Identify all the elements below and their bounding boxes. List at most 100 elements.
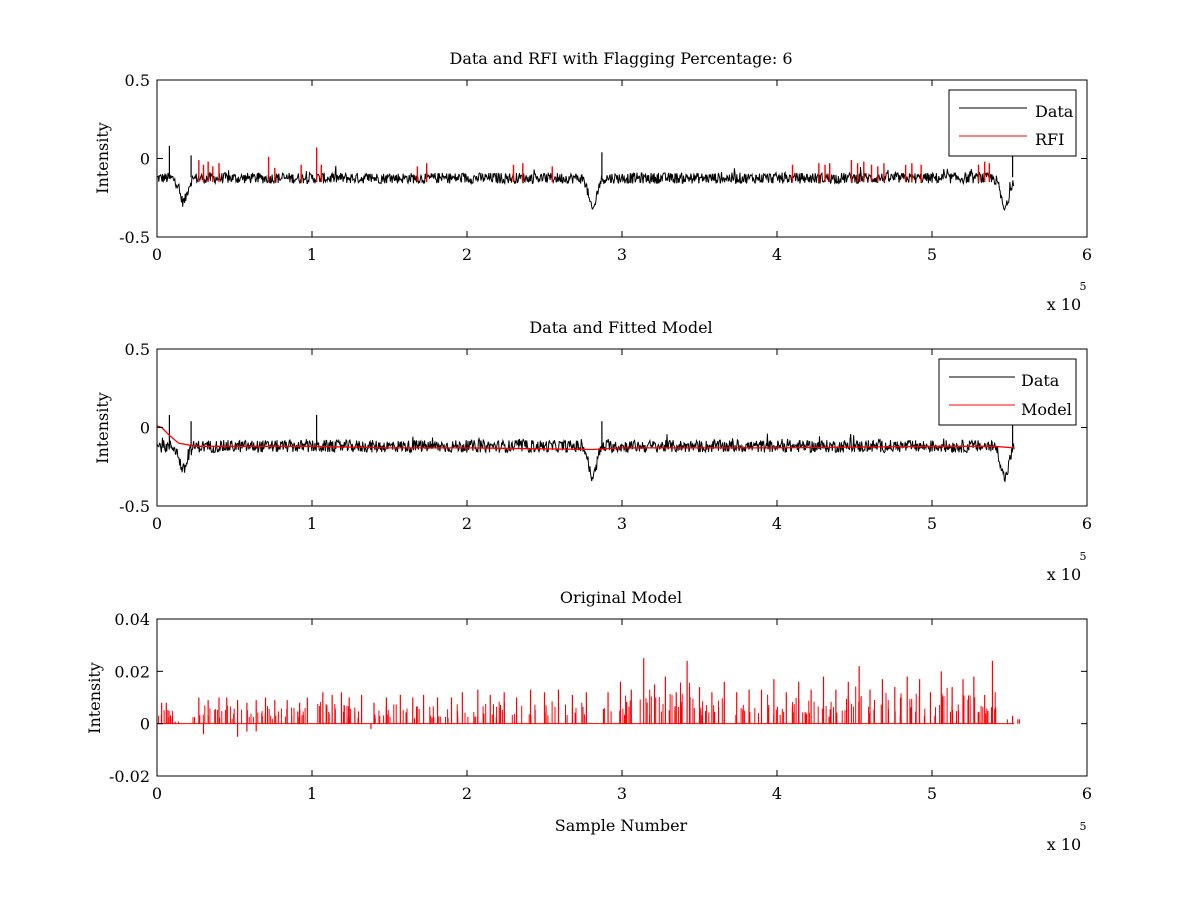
x-multiplier-label: x 10: [1047, 835, 1081, 854]
model-spike-cluster: [261, 706, 272, 724]
model-spike-cluster: [717, 698, 725, 724]
x-tick-label: 2: [462, 245, 472, 264]
model-spike-cluster: [354, 711, 359, 724]
x-tick-label: 3: [617, 514, 627, 533]
model-spike-cluster: [192, 705, 206, 724]
x-axis-label: Sample Number: [555, 816, 688, 835]
y-tick-label: 0.04: [114, 610, 150, 629]
x-multiplier-label: x 10: [1047, 565, 1081, 584]
x-multiplier-label: x 10: [1047, 295, 1081, 314]
x-tick-label: 1: [307, 245, 317, 264]
model-spike-cluster: [639, 689, 651, 724]
model-spike-cluster: [215, 709, 223, 724]
model-spike-cluster: [804, 700, 815, 724]
x-tick-label: 4: [772, 245, 782, 264]
model-spike-cluster: [271, 711, 279, 724]
model-spike-cluster: [852, 686, 862, 724]
y-tick-label: 0.02: [114, 662, 150, 681]
model-spike-cluster: [231, 708, 243, 724]
x-tick-label: 4: [772, 514, 782, 533]
model-spike-cluster: [473, 706, 485, 724]
y-tick-label: 0.5: [125, 71, 150, 90]
model-spike-cluster: [163, 710, 173, 724]
model-spike-cluster: [742, 707, 756, 724]
model-spike-cluster: [980, 705, 992, 724]
model-spike-cluster: [406, 706, 418, 724]
model-spike-cluster: [680, 682, 691, 724]
subplot-model: Data and Fitted Model 0 1 2 3 4 5 6-0.500.5 In…: [93, 318, 1092, 584]
model-spike-cluster: [581, 702, 587, 724]
x-tick-label: 5: [927, 245, 937, 264]
model-spike-cluster: [171, 718, 179, 724]
model-spike-cluster: [624, 700, 631, 724]
y-tick-label: -0.02: [109, 767, 150, 786]
x-tick-label: 6: [1082, 245, 1092, 264]
x-tick-label: 1: [307, 514, 317, 533]
x-tick-label: 2: [462, 514, 472, 533]
model-spike-cluster: [374, 710, 380, 724]
model-spike-cluster: [430, 706, 441, 724]
y-tick-label: 0: [140, 419, 150, 438]
model-spike-cluster: [868, 700, 875, 724]
series-data-peaks: [168, 145, 1014, 178]
axis-ticks: 0 1 2 3 4 5 6-0.500.5: [119, 340, 1092, 533]
subplot-rfi: Data and RFI with Flagging Percentage: 6…: [93, 49, 1092, 314]
legend-box: [938, 358, 1077, 426]
model-spike-cluster: [967, 695, 980, 724]
plot-area: [157, 658, 1020, 737]
model-spike-cluster: [923, 707, 936, 724]
model-spike-cluster: [246, 710, 252, 724]
model-spike-cluster: [674, 701, 682, 724]
y-tick-label: -0.5: [119, 228, 150, 247]
model-spike-cluster: [224, 705, 231, 724]
model-spike-cluster: [317, 701, 330, 724]
model-spike-cluster: [393, 704, 407, 724]
series-model-line: [156, 425, 1015, 451]
subplot-title: Data and RFI with Flagging Percentage: 6: [449, 49, 792, 68]
model-spike-cluster: [342, 705, 356, 724]
model-spike-cluster: [705, 705, 720, 724]
plot-area: [156, 145, 1015, 212]
model-spike-cluster: [528, 704, 536, 724]
model-spike-cluster: [692, 698, 704, 724]
x-multiplier-exponent: 5: [1080, 820, 1087, 833]
x-multiplier-exponent: 5: [1080, 550, 1087, 563]
model-spike-cluster: [602, 708, 612, 724]
x-tick-label: 6: [1082, 514, 1092, 533]
x-tick-label: 1: [307, 784, 317, 803]
x-tick-label: 5: [927, 514, 937, 533]
y-tick-label: -0.5: [119, 497, 150, 516]
series-data-peaks: [168, 414, 1014, 447]
y-axis-label: Intensity: [85, 662, 104, 734]
legend: Data RFI: [948, 89, 1077, 157]
model-spike-cluster: [899, 693, 913, 724]
model-spike-cluster: [939, 687, 948, 724]
model-spike-cluster: [828, 701, 843, 724]
y-axis-label: Intensity: [93, 392, 112, 464]
model-spike-cluster: [485, 703, 498, 724]
model-spike-cluster: [280, 707, 295, 724]
subplot-title: Data and Fitted Model: [529, 318, 712, 337]
x-tick-label: 3: [617, 784, 627, 803]
legend-box: [948, 89, 1077, 157]
model-spike-cluster: [325, 704, 336, 724]
x-tick-label: 3: [617, 245, 627, 264]
axis-ticks: 0 1 2 3 4 5 6-0.500.5: [119, 71, 1092, 264]
model-spike-cluster: [565, 704, 577, 724]
x-tick-label: 5: [927, 784, 937, 803]
model-spike-cluster: [544, 705, 549, 724]
model-spike-cluster: [456, 704, 469, 724]
y-tick-label: 0: [140, 150, 150, 169]
model-spike-cluster: [792, 697, 804, 724]
legend-label-rfi: RFI: [1035, 130, 1064, 149]
model-spike-cluster: [817, 706, 827, 724]
model-spike-cluster: [950, 706, 957, 724]
model-spike-cluster: [551, 701, 560, 724]
legend-label-data: Data: [1035, 102, 1074, 121]
x-tick-label: 0: [152, 514, 162, 533]
legend-label-data: Data: [1021, 371, 1060, 390]
x-tick-label: 2: [462, 784, 472, 803]
